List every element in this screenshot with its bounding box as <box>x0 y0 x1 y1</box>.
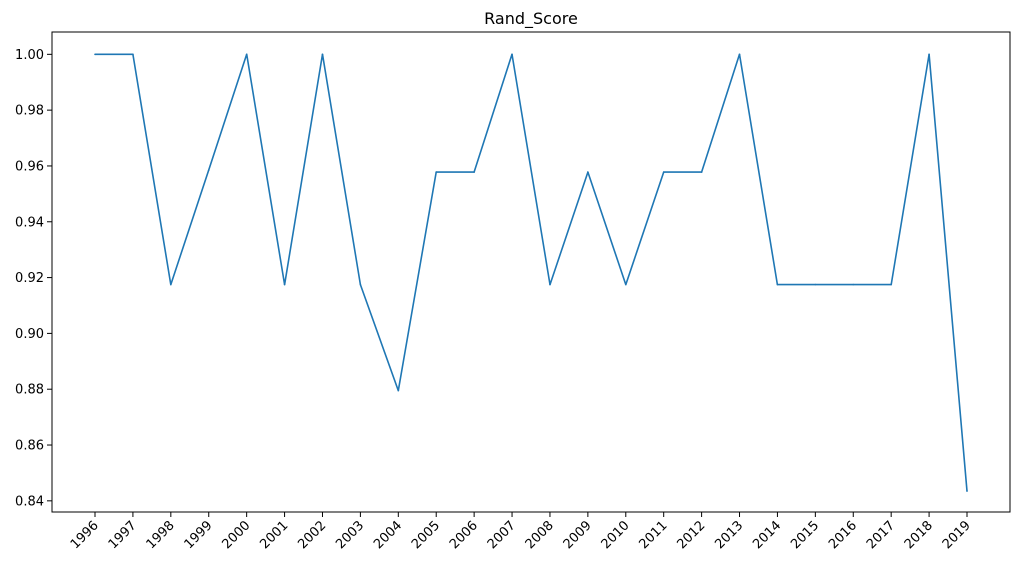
data-point <box>245 53 248 56</box>
y-tick-label: 1.00 <box>15 48 44 63</box>
data-point <box>814 283 817 286</box>
data-point <box>473 171 475 173</box>
data-point <box>776 283 779 286</box>
data-point <box>624 283 627 286</box>
y-tick-label: 0.94 <box>15 215 44 230</box>
series-line <box>95 53 968 492</box>
data-point <box>966 490 968 492</box>
data-point <box>662 171 665 173</box>
y-tick-label: 0.88 <box>15 383 44 398</box>
data-point <box>359 283 362 286</box>
data-point <box>890 283 892 286</box>
y-tick-label: 0.90 <box>15 327 44 342</box>
data-point <box>928 53 930 56</box>
y-tick-label: 0.84 <box>15 494 44 509</box>
y-tick-label: 0.96 <box>15 159 44 174</box>
data-point <box>170 283 172 286</box>
data-point <box>549 283 551 286</box>
data-point <box>207 169 210 171</box>
data-point <box>852 283 855 286</box>
data-point <box>132 53 134 56</box>
plot-frame <box>51 31 1011 513</box>
data-point <box>435 171 438 173</box>
data-point <box>94 53 96 56</box>
data-point <box>587 171 589 173</box>
data-point <box>397 389 400 392</box>
chart-title: Rand_Score <box>484 9 578 29</box>
data-point <box>738 53 741 56</box>
data-point <box>700 171 703 173</box>
series-layer <box>94 53 968 492</box>
y-tick-label: 0.92 <box>15 271 44 286</box>
y-tick-label: 0.86 <box>15 439 44 454</box>
data-point <box>321 53 324 56</box>
data-point <box>283 283 286 286</box>
data-point <box>511 53 513 56</box>
y-axis: 0.84 0.86 0.88 0.90 0.92 0.94 0.96 0.98 1.00 <box>15 48 52 509</box>
y-tick-label: 0.98 <box>15 104 44 119</box>
